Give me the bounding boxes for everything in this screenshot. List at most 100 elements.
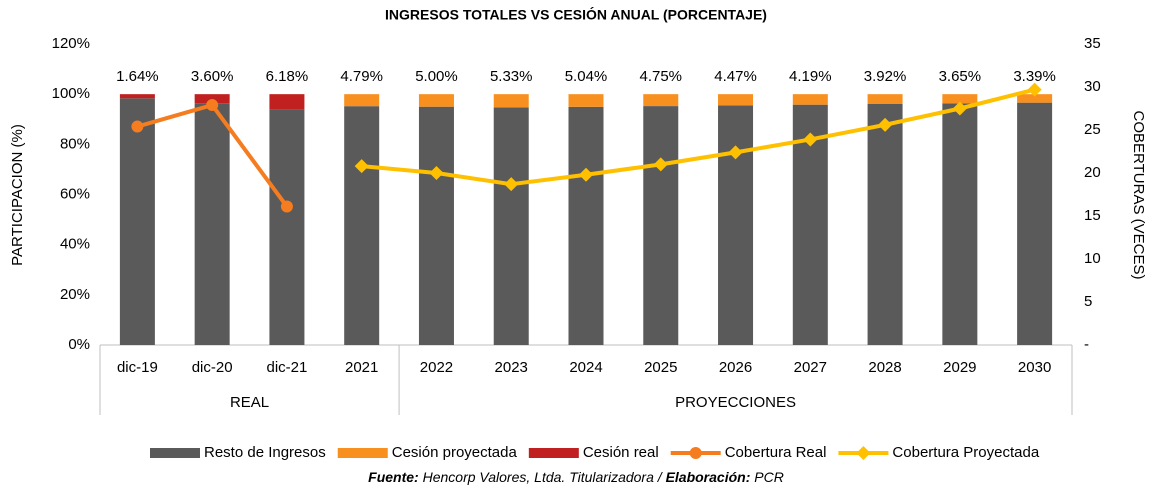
x-tick-label: 2022 (420, 359, 453, 376)
bar-segment (718, 105, 754, 346)
data-label: 5.33% (490, 68, 533, 85)
data-label: 3.39% (1013, 68, 1056, 85)
y2-tick-label: 20 (1084, 164, 1101, 181)
bar-segment (418, 106, 454, 345)
data-label: 4.75% (639, 68, 682, 85)
data-label: 3.92% (864, 68, 907, 85)
legend-label: Cobertura Proyectada (892, 444, 1039, 461)
legend-label: Resto de Ingresos (204, 444, 326, 461)
legend-label: Cesión proyectada (392, 444, 518, 461)
marker (280, 200, 293, 213)
legend-item: Cobertura Real (670, 444, 827, 461)
data-label: 4.47% (714, 68, 757, 85)
legend-swatch (337, 448, 388, 458)
data-label: 6.18% (266, 68, 309, 85)
x-tick-label: 2028 (868, 359, 901, 376)
y2-tick-label: - (1084, 336, 1089, 353)
line (361, 87, 1036, 187)
y2-tick-label: 25 (1084, 121, 1101, 138)
marker (206, 99, 219, 112)
x-tick-label: 2021 (345, 359, 378, 376)
bar-segment (1017, 102, 1053, 345)
marker (803, 132, 818, 147)
bar-segment (269, 94, 305, 110)
bar-segment (718, 94, 754, 106)
marker (504, 177, 519, 192)
bar-segment (119, 98, 155, 345)
marker (354, 159, 369, 174)
bar-segment (867, 103, 903, 346)
marker (1027, 82, 1042, 97)
marker (131, 120, 144, 133)
x-tick-label: dic-20 (192, 359, 233, 376)
y2-axis-title: COBERTURAS (VECES) (1130, 111, 1147, 280)
y2-tick-label: 15 (1084, 207, 1101, 224)
bar-segment (643, 106, 679, 345)
y-axis-title: PARTICIPACION (%) (9, 124, 26, 266)
bar-segment (792, 94, 828, 105)
data-label: 5.04% (565, 68, 608, 85)
bar-segment (568, 94, 604, 107)
group-label: REAL (230, 394, 269, 411)
marker (689, 447, 702, 459)
y2-tick-label: 10 (1084, 250, 1101, 267)
bar-segment (493, 94, 529, 108)
bar-segment (119, 94, 155, 99)
bar-segment (867, 94, 903, 104)
y-tick-label: 60% (60, 185, 90, 202)
x-tick-label: 2025 (644, 359, 677, 376)
x-tick-label: dic-19 (117, 359, 158, 376)
legend-label: Cobertura Real (725, 444, 827, 461)
legend-item: Cobertura Proyectada (838, 444, 1040, 461)
bar-segment (568, 106, 604, 345)
data-label: 3.60% (191, 68, 234, 85)
bar-segment (643, 94, 679, 107)
legend-label: Cesión real (583, 444, 659, 461)
data-label: 1.64% (116, 68, 159, 85)
y-tick-label: 120% (52, 35, 90, 52)
marker (579, 167, 593, 182)
x-tick-label: 2030 (1018, 359, 1051, 376)
legend-item: Cesión proyectada (337, 444, 518, 461)
data-label: 4.19% (789, 68, 832, 85)
marker (653, 157, 668, 172)
marker (429, 166, 444, 180)
bar-segment (493, 107, 529, 345)
marker (878, 117, 893, 132)
x-tick-label: 2027 (794, 359, 827, 376)
marker (856, 446, 871, 460)
source-part: Hencorp Valores, Ltda. Titularizadora / (423, 469, 664, 485)
data-label: 4.79% (340, 68, 383, 85)
bar-segment (418, 94, 454, 107)
source-part: Elaboración: (666, 469, 751, 485)
bar-segment (942, 103, 978, 345)
bar-segment (1017, 94, 1053, 103)
source-part: Fuente: (368, 469, 419, 485)
y2-tick-label: 35 (1084, 35, 1101, 52)
bar-segment (942, 94, 978, 104)
bar-segment (344, 94, 380, 107)
data-label: 5.00% (415, 68, 458, 85)
group-label: PROYECCIONES (675, 394, 796, 411)
marker (728, 145, 743, 160)
bar-segment (344, 106, 380, 345)
y-tick-label: 0% (68, 336, 90, 353)
bar-segment (269, 109, 305, 345)
legend-item: Resto de Ingresos (150, 444, 326, 461)
marker (952, 101, 967, 116)
source: Fuente: Hencorp Valores, Ltda. Titulariz… (368, 469, 784, 485)
x-tick-label: 2024 (569, 359, 602, 376)
legend-swatch (150, 448, 200, 458)
x-tick-label: 2023 (495, 359, 528, 376)
y-tick-label: 80% (60, 135, 90, 152)
legend-item: Cesión real (528, 444, 659, 461)
data-label: 3.65% (939, 68, 982, 85)
x-tick-label: dic-21 (266, 359, 307, 376)
x-tick-label: 2029 (943, 359, 976, 376)
bar-segment (194, 103, 230, 346)
x-tick-label: 2026 (719, 359, 752, 376)
y-tick-label: 100% (52, 85, 90, 102)
chart-title: INGRESOS TOTALES VS CESIÓN ANUAL (PORCEN… (385, 6, 767, 23)
legend-swatch (528, 448, 579, 458)
